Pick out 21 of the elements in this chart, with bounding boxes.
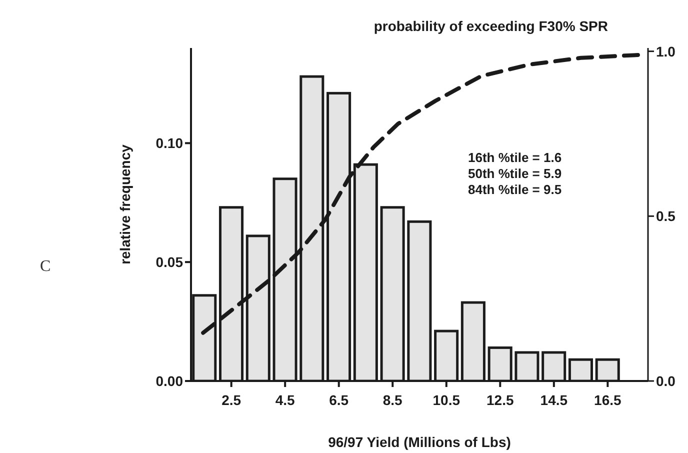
y-tick-label: 0.00: [156, 372, 184, 389]
x-tick-label: 4.5: [275, 392, 296, 408]
annotation: 84th %tile = 9.5: [468, 182, 562, 198]
x-axis-title: 96/97 Yield (Millions of Lbs): [328, 434, 511, 450]
y2-tick-label: 1.0: [656, 43, 676, 60]
y2-tick-label: 0.5: [656, 208, 676, 224]
y-tick-label: 0.10: [156, 135, 184, 152]
text: C: [40, 258, 51, 276]
x-tick-label: 2.5: [222, 392, 242, 408]
y2-tick-label: 0.0: [656, 372, 676, 389]
x-tick-label: 10.5: [432, 392, 460, 408]
y-axis-title: relative frequency: [116, 144, 133, 264]
annotation: 16th %tile = 1.6: [468, 150, 562, 166]
x-tick-label: 12.5: [486, 392, 514, 408]
x-tick-label: 14.5: [540, 392, 568, 408]
x-tick-label: 6.5: [329, 392, 349, 408]
annotation: 50th %tile = 5.9: [468, 166, 562, 182]
x-tick-label: 16.5: [594, 392, 622, 408]
y-tick-label: 0.05: [156, 254, 184, 270]
y2-axis-title: probability of exceeding F30% SPR: [374, 18, 608, 34]
x-tick-label: 8.5: [382, 392, 403, 408]
